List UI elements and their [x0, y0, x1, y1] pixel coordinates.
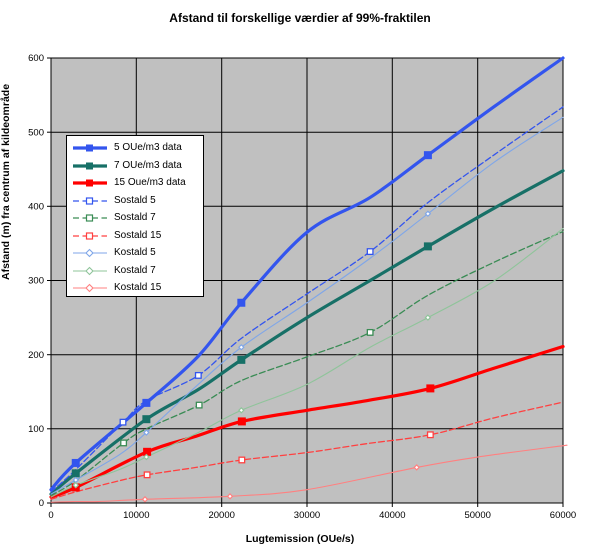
svg-text:0: 0: [48, 510, 53, 521]
svg-text:60000: 60000: [550, 510, 576, 521]
svg-text:100: 100: [28, 424, 44, 435]
svg-text:30000: 30000: [294, 510, 320, 521]
svg-text:300: 300: [28, 276, 44, 287]
svg-text:400: 400: [28, 202, 44, 213]
svg-text:20000: 20000: [208, 510, 234, 521]
svg-text:10000: 10000: [123, 510, 149, 521]
svg-text:50000: 50000: [464, 510, 490, 521]
svg-text:0: 0: [39, 498, 44, 509]
svg-text:600: 600: [28, 53, 44, 64]
svg-text:500: 500: [28, 127, 44, 138]
svg-text:40000: 40000: [379, 510, 405, 521]
svg-text:200: 200: [28, 350, 44, 361]
